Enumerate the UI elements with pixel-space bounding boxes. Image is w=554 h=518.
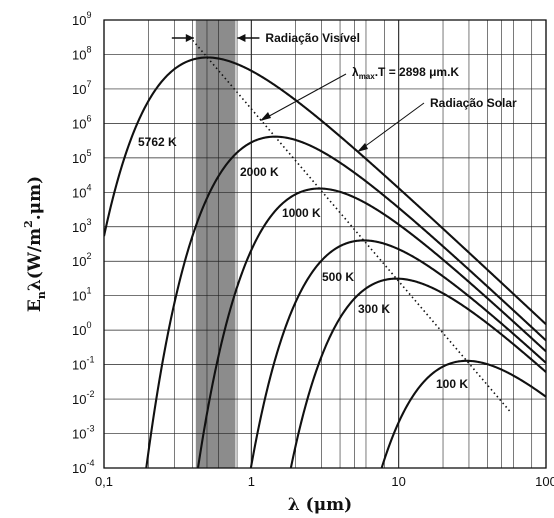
curve-2000k [145, 135, 546, 468]
y-tick-label: 104 [72, 182, 91, 200]
curve-label-500k: 500 K [322, 270, 354, 284]
visible-band-layer [195, 20, 236, 468]
y-tick-label: 102 [72, 251, 91, 269]
y-tick-label: 10-2 [72, 389, 94, 407]
y-tick-label: 10-4 [72, 458, 94, 476]
x-tick-label: 1 [248, 474, 255, 489]
curve-layer [104, 39, 546, 468]
y-tick-label: 100 [72, 320, 91, 338]
y-axis-title: Enλ(W/m2.μm) [22, 176, 48, 312]
solar-pointer-head [357, 143, 368, 152]
x-axis-title-unit: (μm) [306, 495, 353, 515]
y-tick-label: 109 [72, 10, 91, 28]
y-axis-title-sub: n [35, 291, 48, 299]
curve-300k [289, 277, 546, 468]
y-tick-label: 105 [72, 148, 91, 166]
visible-band-label: Radiação Visível [265, 31, 360, 45]
curve-label-5762k: 5762 K [138, 135, 177, 149]
x-tick-label: 0,1 [95, 474, 113, 489]
visible-band-arrowhead-left [185, 34, 194, 42]
solar-radiation-label: Radiação Solar [430, 96, 517, 110]
wien-label: λmax.T = 2898 μm.K [352, 65, 459, 81]
x-tick-label: 10 [391, 474, 405, 489]
grid-layer [103, 19, 547, 469]
y-tick-label: 103 [72, 217, 91, 235]
curve-label-100k: 100 K [436, 377, 468, 391]
visible-band-arrowhead-right [237, 34, 246, 42]
y-axis-title-lambda: λ [25, 279, 45, 291]
x-axis-title-base: λ [288, 495, 300, 515]
curve-100k [380, 359, 546, 468]
y-tick-label: 101 [72, 286, 91, 304]
curve-5762k [104, 56, 546, 326]
y-tick-label: 106 [72, 113, 91, 131]
y-tick-label: 107 [72, 79, 91, 97]
plot-frame [103, 19, 547, 469]
solar-pointer [359, 102, 425, 151]
y-tick-label: 10-3 [72, 424, 94, 442]
curve-label-2000k: 2000 K [240, 165, 279, 179]
y-axis-title-unit-exp: 2 [22, 220, 35, 228]
visible-band [195, 20, 236, 468]
curve-label-1000k: 1000 K [282, 206, 321, 220]
plot-border [103, 19, 547, 469]
y-axis-title-unit-open: (W/m [25, 228, 45, 279]
curve-1000k [196, 187, 546, 468]
annotation-layer: 5762 K 2000 K 1000 K 500 K 300 K 100 K Radiaçã… [138, 31, 517, 391]
wien-pointer [261, 73, 347, 121]
y-axis-title-unit-close: .μm) [25, 176, 45, 220]
y-tick-label: 108 [72, 44, 91, 62]
curve-500k [249, 239, 546, 468]
tick-labels: 0,1 1 10 100 109 108 107 106 105 104 103 102 101 100 1… [72, 10, 554, 489]
y-axis-title-main: E [25, 299, 45, 312]
x-tick-label: 100 [535, 474, 554, 489]
wien-pointer-head [260, 112, 271, 121]
x-axis-title: λ (μm) [288, 495, 352, 515]
curve-label-300k: 300 K [358, 302, 390, 316]
y-tick-label: 10-1 [72, 355, 94, 373]
wien-displacement-line [192, 39, 512, 414]
